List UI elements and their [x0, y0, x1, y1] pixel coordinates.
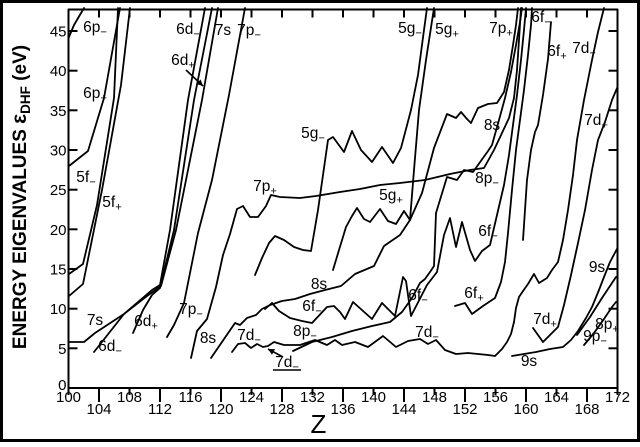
svg-text:168: 168: [574, 401, 599, 418]
svg-text:136: 136: [330, 401, 355, 418]
svg-text:9s: 9s: [521, 353, 538, 370]
svg-text:8s: 8s: [484, 117, 501, 134]
svg-text:7s: 7s: [215, 22, 232, 39]
svg-text:172: 172: [605, 389, 630, 406]
svg-text:108: 108: [117, 389, 142, 406]
svg-text:100: 100: [56, 389, 81, 406]
svg-text:132: 132: [300, 389, 325, 406]
svg-text:45: 45: [50, 24, 67, 41]
svg-text:156: 156: [483, 389, 508, 406]
svg-text:Z: Z: [311, 409, 327, 439]
svg-text:104: 104: [86, 401, 111, 418]
svg-text:40: 40: [50, 63, 67, 80]
svg-text:152: 152: [452, 401, 477, 418]
svg-text:9s: 9s: [589, 259, 606, 276]
svg-text:5: 5: [58, 341, 66, 358]
svg-text:7s: 7s: [87, 312, 104, 329]
svg-text:128: 128: [269, 401, 294, 418]
svg-text:25: 25: [50, 182, 67, 199]
svg-text:148: 148: [422, 389, 447, 406]
svg-text:35: 35: [50, 103, 67, 120]
svg-text:116: 116: [179, 389, 203, 406]
svg-text:140: 140: [361, 389, 386, 406]
svg-text:120: 120: [208, 401, 233, 418]
svg-text:160: 160: [513, 401, 538, 418]
svg-text:164: 164: [544, 389, 569, 406]
svg-text:10: 10: [50, 301, 67, 318]
svg-text:20: 20: [50, 222, 67, 239]
svg-text:0: 0: [58, 377, 66, 394]
svg-text:144: 144: [391, 401, 416, 418]
svg-text:112: 112: [148, 401, 172, 418]
svg-text:30: 30: [50, 143, 67, 160]
svg-text:8s: 8s: [311, 276, 328, 293]
svg-text:8s: 8s: [200, 330, 217, 347]
svg-text:15: 15: [50, 262, 67, 279]
svg-text:124: 124: [239, 389, 264, 406]
